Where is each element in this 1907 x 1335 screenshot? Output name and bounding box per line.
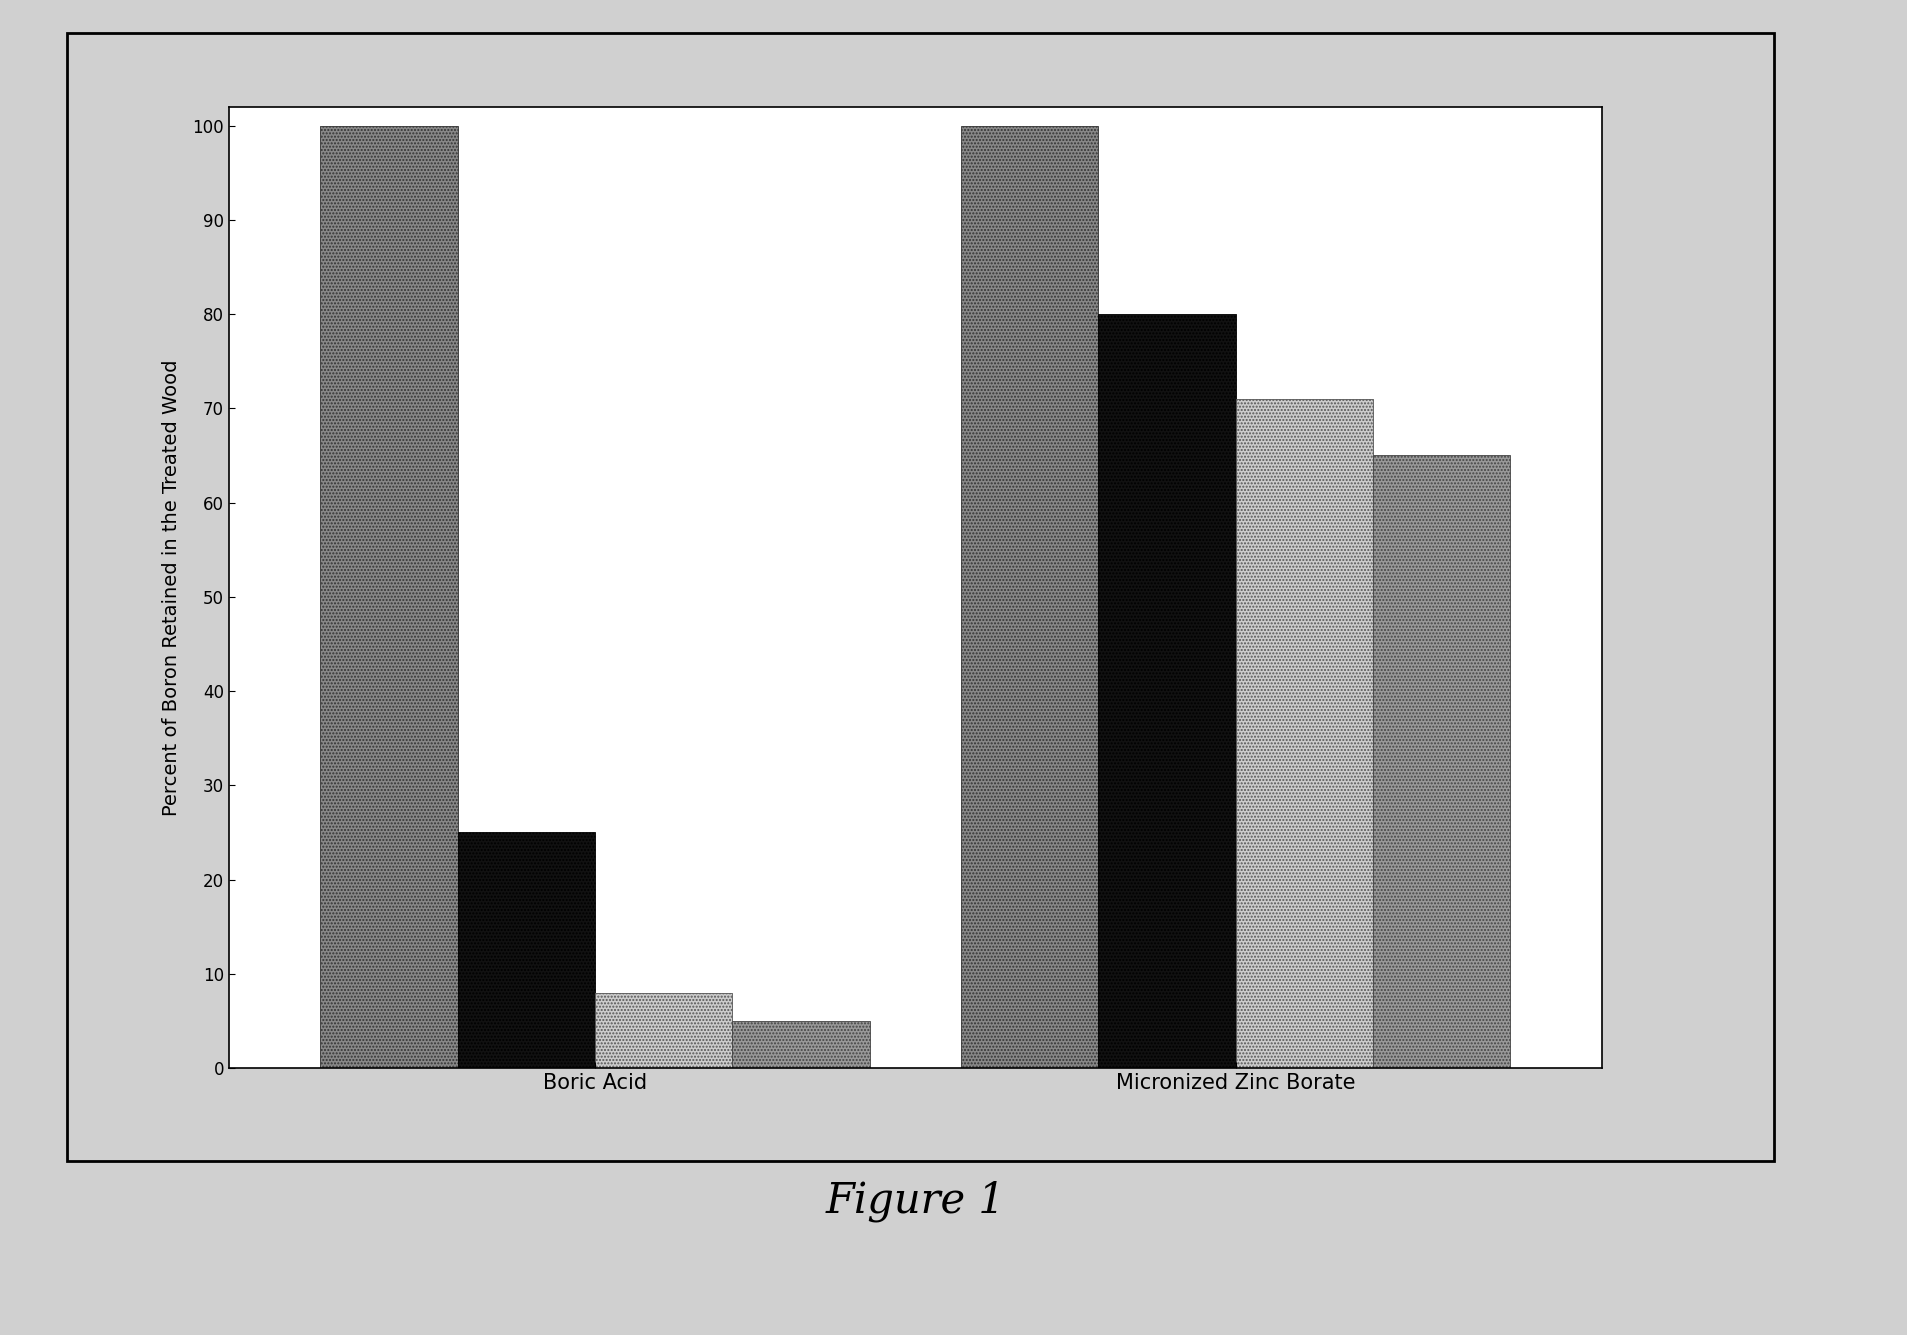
Bar <box>732 1021 870 1068</box>
Bar <box>1373 455 1510 1068</box>
Bar <box>458 833 595 1068</box>
Text: Figure 1: Figure 1 <box>826 1180 1005 1223</box>
Bar <box>320 125 458 1068</box>
Bar <box>961 125 1098 1068</box>
Bar <box>1236 399 1373 1068</box>
Y-axis label: Percent of Boron Retained in the Treated Wood: Percent of Boron Retained in the Treated… <box>162 359 181 816</box>
Bar <box>1098 314 1236 1068</box>
Bar <box>595 993 732 1068</box>
